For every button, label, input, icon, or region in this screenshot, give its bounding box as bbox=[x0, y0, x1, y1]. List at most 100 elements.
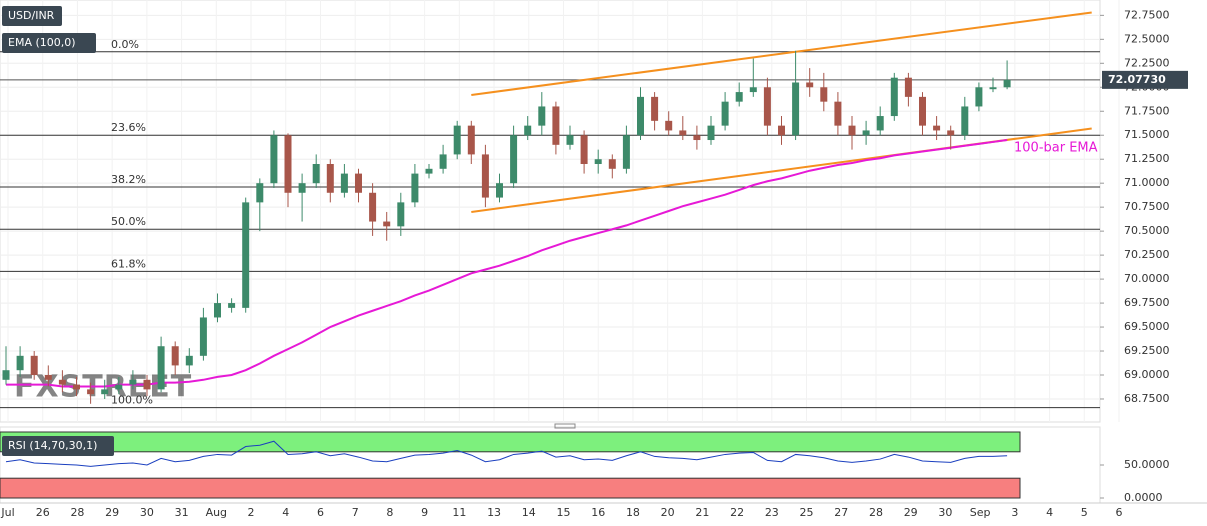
candle-body bbox=[933, 125, 941, 131]
x-tick-label: Sep bbox=[970, 506, 991, 519]
candle-body bbox=[171, 346, 179, 366]
x-tick-label: Aug bbox=[206, 506, 227, 519]
price-pane bbox=[0, 0, 1101, 423]
y-tick-label: 72.2500 bbox=[1124, 56, 1170, 69]
candle-body bbox=[298, 183, 306, 193]
candle-body bbox=[2, 370, 10, 380]
rsi-oversold-band bbox=[0, 477, 1021, 499]
candle-body bbox=[792, 82, 800, 136]
candle-body bbox=[256, 183, 264, 203]
candle-body bbox=[453, 125, 461, 155]
x-tick-label: 11 bbox=[452, 506, 466, 519]
ema-annotation: 100-bar EMA bbox=[1014, 141, 1098, 156]
channel-line bbox=[471, 11, 1092, 96]
x-tick-label: 28 bbox=[869, 506, 883, 519]
candle-body bbox=[552, 106, 560, 145]
candle-body bbox=[622, 135, 630, 169]
candle-body bbox=[411, 173, 419, 203]
candle-body bbox=[961, 106, 969, 136]
candle-body bbox=[284, 135, 292, 193]
candle-body bbox=[340, 173, 348, 193]
candle-body bbox=[989, 87, 997, 90]
candle-body bbox=[763, 87, 771, 126]
candle-body bbox=[862, 130, 870, 136]
y-tick-label: 69.0000 bbox=[1124, 368, 1170, 381]
candle-body bbox=[439, 154, 447, 169]
indicator-label: EMA (100,0) bbox=[8, 36, 76, 49]
candle-body bbox=[510, 135, 518, 184]
candle-body bbox=[749, 87, 757, 93]
candle-body bbox=[524, 125, 532, 136]
y-tick-label: 71.7500 bbox=[1124, 104, 1170, 117]
candle-body bbox=[87, 389, 95, 395]
candle-body bbox=[707, 125, 715, 141]
candle-body bbox=[326, 164, 334, 193]
y-tick-label: 69.5000 bbox=[1124, 320, 1170, 333]
y-tick-label: 69.7500 bbox=[1124, 296, 1170, 309]
rsi-line bbox=[5, 440, 1008, 467]
candle-body bbox=[143, 379, 151, 390]
candle-body bbox=[651, 96, 659, 121]
x-tick-label: 16 bbox=[591, 506, 605, 519]
x-tick-label: 18 bbox=[626, 506, 640, 519]
candle-body bbox=[228, 303, 236, 308]
x-tick-label: 27 bbox=[834, 506, 848, 519]
x-tick-label: 22 bbox=[730, 506, 744, 519]
candle-body bbox=[904, 77, 912, 97]
candle-body bbox=[1003, 79, 1011, 88]
x-tick-label: 31 bbox=[175, 506, 189, 519]
candle-body bbox=[890, 77, 898, 117]
candle-body bbox=[44, 375, 52, 380]
pane-divider-handle[interactable] bbox=[554, 423, 576, 429]
candle-body bbox=[820, 87, 828, 102]
x-tick-label: 14 bbox=[522, 506, 536, 519]
rsi-tick-label: 0.0000 bbox=[1124, 491, 1163, 504]
candle-body bbox=[806, 82, 814, 88]
fib-label: 100.0% bbox=[111, 394, 153, 407]
ema-line bbox=[6, 139, 1008, 388]
candle-body bbox=[270, 135, 278, 184]
candle-body bbox=[538, 106, 546, 126]
symbol-label-box bbox=[2, 6, 62, 26]
x-tick-label: 29 bbox=[105, 506, 119, 519]
candle-body bbox=[637, 96, 644, 136]
y-tick-label: 70.2500 bbox=[1124, 248, 1170, 261]
candle-body bbox=[693, 135, 701, 141]
rsi-tick-label: 50.0000 bbox=[1124, 458, 1170, 471]
candle-body bbox=[30, 355, 38, 376]
x-tick-label: 26 bbox=[36, 506, 50, 519]
candle-body bbox=[947, 130, 955, 136]
rsi-label-box bbox=[2, 436, 114, 456]
x-tick-label: 3 bbox=[1011, 506, 1018, 519]
current-price-label: 72.07730 bbox=[1108, 73, 1166, 86]
candle-body bbox=[199, 317, 207, 356]
fib-label: 50.0% bbox=[111, 215, 146, 228]
candle-body bbox=[397, 202, 405, 227]
y-tick-label: 71.5000 bbox=[1124, 128, 1170, 141]
candle-body bbox=[242, 202, 250, 308]
y-tick-label: 68.7500 bbox=[1124, 392, 1170, 405]
candle-body bbox=[975, 87, 983, 107]
candle-body bbox=[312, 164, 320, 184]
x-tick-label: 15 bbox=[557, 506, 571, 519]
candle-body bbox=[735, 92, 743, 102]
x-tick-label: 23 bbox=[765, 506, 779, 519]
y-tick-label: 72.7500 bbox=[1124, 8, 1170, 21]
x-tick-label: 5 bbox=[1081, 506, 1088, 519]
candle-body bbox=[185, 355, 193, 366]
x-tick-label: 13 bbox=[487, 506, 501, 519]
candle-body bbox=[594, 159, 602, 165]
candle-body bbox=[834, 101, 842, 126]
candle-body bbox=[566, 135, 574, 145]
y-tick-label: 71.0000 bbox=[1124, 176, 1170, 189]
rsi-label: RSI (14,70,30,1) bbox=[8, 439, 97, 452]
y-tick-label: 71.2500 bbox=[1124, 152, 1170, 165]
candle-body bbox=[665, 120, 673, 131]
candle-body bbox=[580, 135, 588, 165]
candle-body bbox=[157, 346, 165, 390]
x-tick-label: 28 bbox=[70, 506, 84, 519]
candle-body bbox=[679, 130, 687, 136]
y-tick-label: 70.5000 bbox=[1124, 224, 1170, 237]
candle-body bbox=[496, 183, 503, 198]
current-price-tag bbox=[1102, 70, 1188, 89]
